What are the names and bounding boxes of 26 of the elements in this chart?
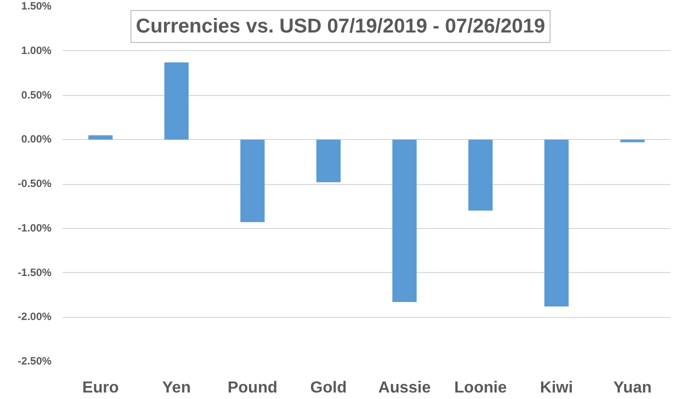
bar (544, 140, 569, 306)
x-tick-label: Yuan (613, 380, 652, 396)
y-tick-label: -1.50% (18, 266, 52, 279)
bar (620, 140, 645, 142)
x-tick-label: Aussie (378, 380, 431, 396)
y-tick-label: 0.00% (21, 134, 52, 146)
y-tick-label: -2.50% (18, 356, 52, 368)
bar (468, 140, 493, 211)
bar (88, 135, 113, 140)
y-tick-label: 1.00% (21, 44, 52, 57)
x-tick-label: Pound (228, 380, 278, 396)
x-tick-label: Gold (310, 380, 347, 396)
x-tick-label: Euro (82, 380, 119, 396)
x-tick-label: Kiwi (540, 380, 573, 396)
bar (240, 140, 265, 222)
text: Currencies vs. USD 07/19/2019 - 07/26/2019 (136, 16, 546, 38)
x-tick-label: Yen (162, 380, 191, 396)
y-tick-label: 1.50% (21, 0, 52, 12)
bar (392, 140, 417, 302)
y-tick-label: -1.00% (18, 222, 52, 234)
x-tick-label: Loonie (454, 380, 507, 396)
bar (316, 140, 341, 182)
y-tick-label: -0.50% (18, 178, 52, 190)
y-tick-label: 0.50% (21, 89, 52, 102)
bar (164, 62, 189, 140)
y-tick-label: -2.00% (18, 311, 52, 324)
